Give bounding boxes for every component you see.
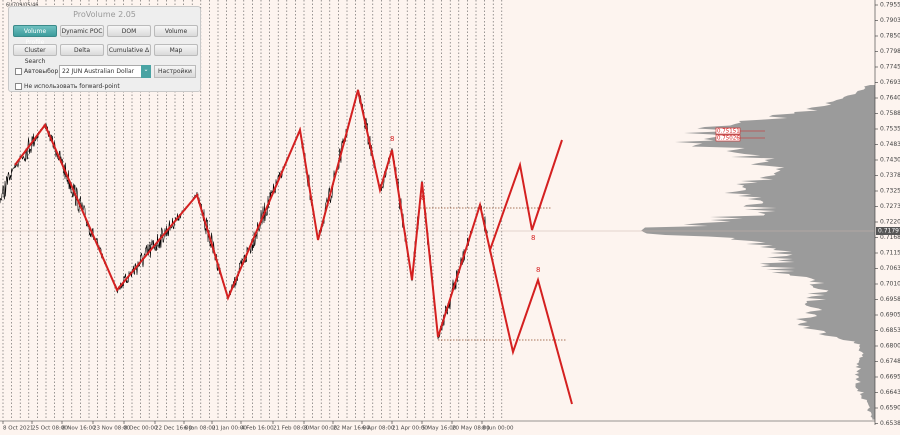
time-label: 6 Jan 08:00 (184, 426, 216, 432)
price-label: 0.72205 (880, 219, 900, 226)
provolume-panel: ProVolume 2.05 Volume Profile Dynamic POC… (8, 6, 201, 92)
symbol-label: 6U709/05/46 (6, 3, 38, 9)
settings-button[interactable]: Настройки (154, 65, 196, 78)
price-label: 0.76405 (880, 95, 900, 102)
tool-button[interactable]: DOM (107, 25, 151, 37)
time-label: 20 May 08:00 (452, 426, 490, 432)
wave-projection (489, 249, 573, 405)
price-label: 0.68005 (880, 343, 900, 350)
level-label: 0.75151 (717, 129, 740, 135)
current-price-box (876, 227, 900, 235)
time-label: 21 Apr 00:00 (392, 426, 428, 432)
price-label: 0.73255 (880, 188, 900, 195)
price-label: 0.74305 (880, 157, 900, 164)
price-label: 0.71155 (880, 250, 900, 257)
tool-button[interactable]: Dynamic POC (60, 25, 104, 37)
price-label: 0.78505 (880, 33, 900, 40)
price-label: 0.70105 (880, 281, 900, 288)
contract-dropdown[interactable]: 22 JUN Australian Dollar (59, 65, 151, 78)
time-label: 6 Apr 08:00 (362, 426, 395, 432)
price-label: 0.65905 (880, 405, 900, 412)
wave-label: 8 (421, 194, 425, 202)
time-label: 21 Jan 00:00 (212, 426, 247, 432)
time-label: 22 Dec 16:00 (155, 426, 192, 432)
tool-button[interactable]: Cumulative Δ (107, 44, 151, 56)
price-axis-bg (875, 0, 900, 435)
auto-select-checkbox[interactable]: Автовыбор (15, 68, 58, 75)
wave-label: 8 (531, 234, 535, 242)
time-label: 8 Mar 00:00 (304, 426, 338, 432)
time-label: 25 Oct 08:00 (32, 426, 68, 432)
volume-profile (641, 85, 880, 420)
time-label: 4 Feb 16:00 (241, 426, 274, 432)
time-label: 23 Nov 08:00 (93, 426, 131, 432)
price-label: 0.77455 (880, 64, 900, 71)
wave-label: 8 (390, 135, 394, 143)
wave-line (14, 89, 563, 338)
panel-title: ProVolume 2.05 (73, 10, 136, 19)
tool-button[interactable]: Map (154, 44, 198, 56)
current-price-label: 0.71797 (878, 228, 900, 235)
price-label: 0.66955 (880, 374, 900, 381)
tool-button[interactable]: Delta (60, 44, 104, 56)
time-label: 22 Mar 16:00 (333, 426, 370, 432)
time-label: 5 May 16:00 (422, 426, 457, 432)
forward-point-checkbox[interactable]: Не использовать forward-point (15, 83, 120, 90)
time-label: 21 Feb 08:00 (273, 426, 310, 432)
price-label: 0.79555 (880, 2, 900, 9)
time-label: 8 Jun 00:00 (482, 426, 514, 432)
tool-button[interactable]: Volume Profile (13, 25, 57, 46)
price-label: 0.75355 (880, 126, 900, 133)
time-label: 8 Dec 00:00 (124, 426, 158, 432)
time-label: 8 Oct 2021 (3, 426, 34, 432)
tool-button[interactable]: Cluster Search (13, 44, 57, 65)
tool-button[interactable]: Volume (154, 25, 198, 37)
level-label: 0.75026 (717, 136, 740, 142)
price-label: 0.69055 (880, 312, 900, 319)
time-label: 8 Nov 16:00 (62, 426, 96, 432)
wave-label: 8 (536, 266, 540, 274)
